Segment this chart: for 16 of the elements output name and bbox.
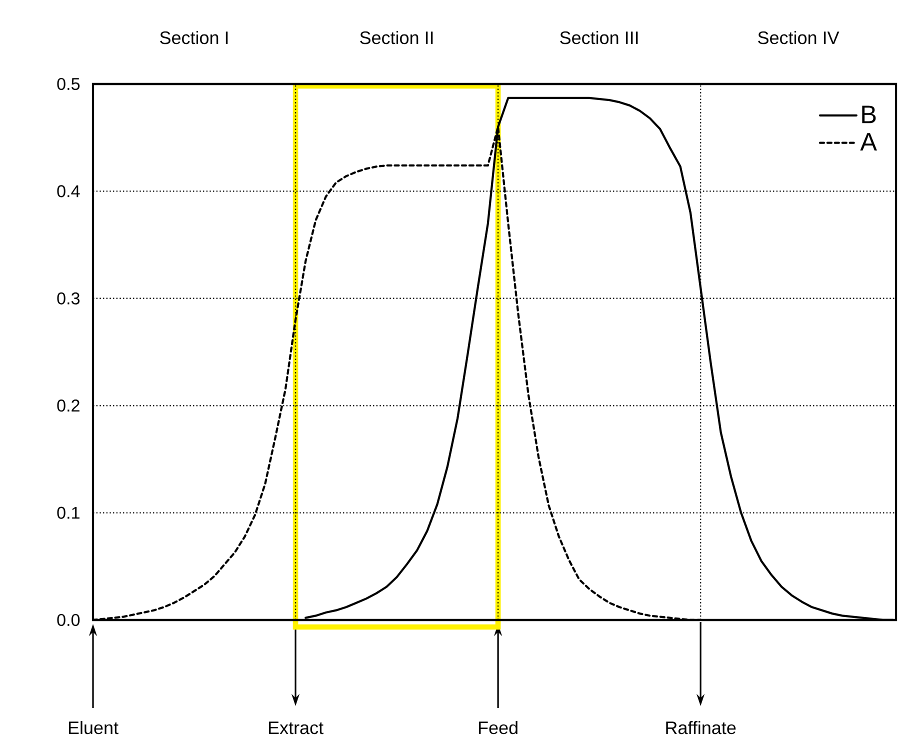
y-tick-label: 0.3 <box>57 292 80 304</box>
y-tick-label: 0.4 <box>57 185 80 198</box>
y-tick-label: 0.0 <box>57 614 80 626</box>
legend-label: B <box>862 106 876 124</box>
text: Section III <box>560 30 638 44</box>
text: Section IV <box>758 30 840 44</box>
y-tick-label: 0.2 <box>57 400 80 412</box>
y-tick-label: 0.5 <box>57 78 80 90</box>
text: Eluent <box>68 720 118 734</box>
text: Raffinate <box>666 720 736 734</box>
text: Section I <box>160 30 228 44</box>
text: Feed <box>479 720 518 734</box>
legend-label: A <box>860 133 877 151</box>
y-tick-label: 0.1 <box>57 506 80 519</box>
text: Extract <box>269 722 324 734</box>
text: Section II <box>360 30 433 44</box>
